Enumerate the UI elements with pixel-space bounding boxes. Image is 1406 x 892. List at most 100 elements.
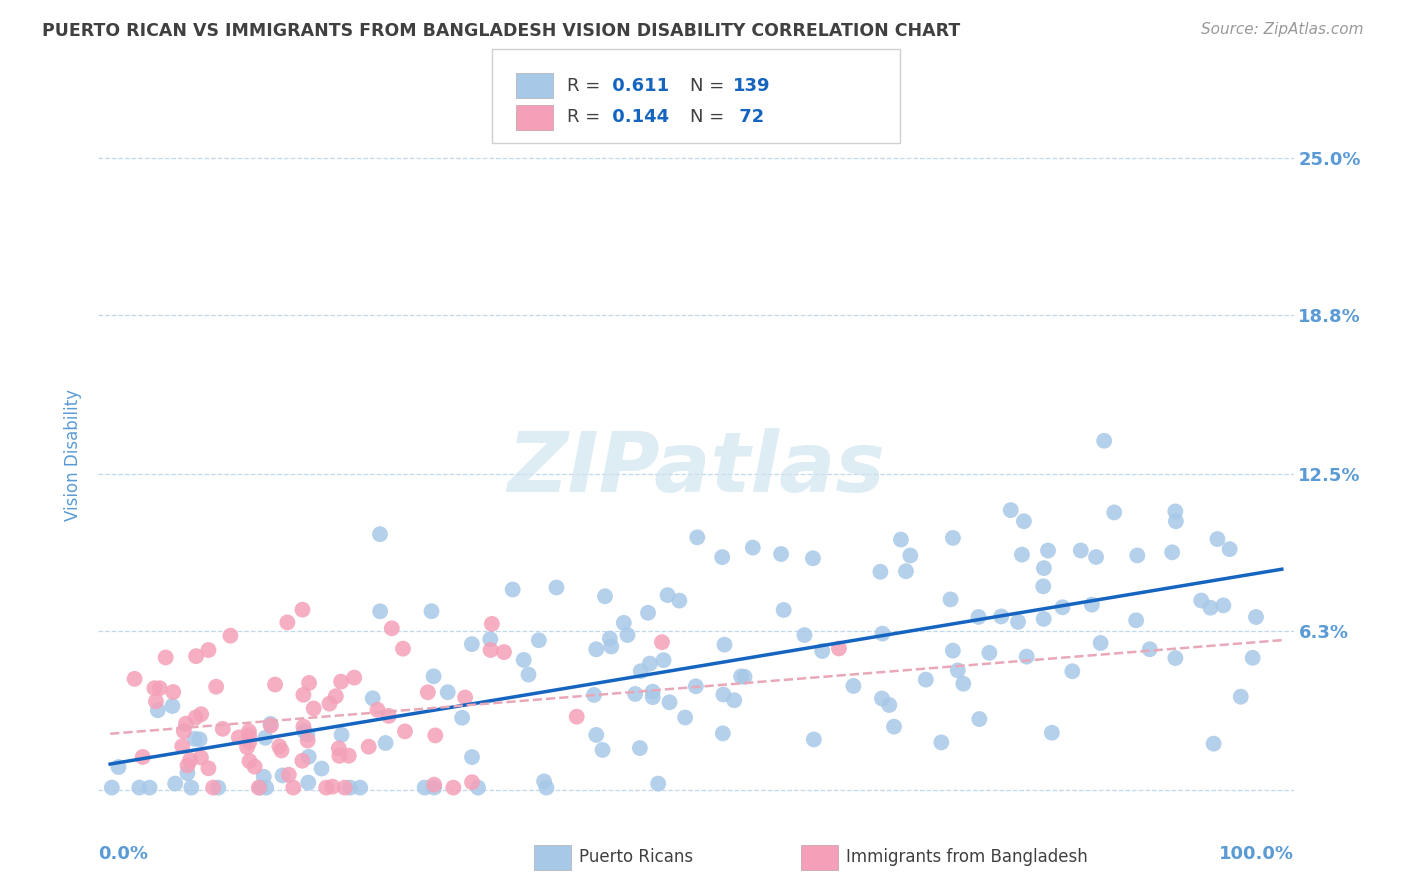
Point xyxy=(343,671,366,685)
Point xyxy=(269,739,291,754)
Point xyxy=(673,710,696,724)
Point xyxy=(630,665,652,679)
Point xyxy=(416,685,439,699)
Point xyxy=(668,593,690,607)
Point xyxy=(1189,593,1212,607)
Text: Source: ZipAtlas.com: Source: ZipAtlas.com xyxy=(1201,22,1364,37)
Point xyxy=(600,640,623,654)
Point xyxy=(422,669,444,683)
Point xyxy=(628,741,651,756)
Point xyxy=(616,628,638,642)
Point xyxy=(297,727,319,741)
Point xyxy=(1052,600,1074,615)
Point xyxy=(461,775,484,789)
Point xyxy=(176,766,198,780)
Point xyxy=(929,735,952,749)
Point xyxy=(641,690,664,705)
Point xyxy=(990,609,1012,624)
Point xyxy=(1244,610,1267,624)
Point xyxy=(536,780,558,795)
Point xyxy=(1032,612,1054,626)
Point xyxy=(271,768,294,782)
Point xyxy=(259,717,281,731)
Point xyxy=(641,684,664,698)
Point xyxy=(183,731,205,746)
Point xyxy=(276,615,298,630)
Point xyxy=(333,780,356,795)
Point xyxy=(613,615,636,630)
Point xyxy=(939,592,962,607)
Point xyxy=(942,643,965,657)
Point xyxy=(202,780,225,795)
Point xyxy=(502,582,524,597)
Point xyxy=(713,688,735,702)
Point xyxy=(131,750,153,764)
Point xyxy=(1206,532,1229,546)
Point xyxy=(1007,615,1029,629)
Point xyxy=(302,701,325,715)
Point xyxy=(1012,514,1035,528)
Point xyxy=(914,673,936,687)
Point xyxy=(174,716,197,731)
Point xyxy=(713,638,735,652)
Point xyxy=(328,741,350,756)
Point xyxy=(890,533,912,547)
Point xyxy=(898,549,921,563)
Point xyxy=(253,770,276,784)
Point xyxy=(292,724,315,739)
Point xyxy=(686,530,709,544)
Point xyxy=(298,676,321,690)
Point xyxy=(124,672,146,686)
Text: 100.0%: 100.0% xyxy=(1219,845,1294,863)
Point xyxy=(651,635,673,649)
Point xyxy=(173,724,195,739)
Text: N =: N = xyxy=(690,108,730,126)
Point xyxy=(585,728,607,742)
Point xyxy=(297,775,319,789)
Point xyxy=(1199,600,1222,615)
Point xyxy=(872,626,894,640)
Point xyxy=(479,632,502,647)
Point xyxy=(828,641,851,656)
Point xyxy=(441,780,464,795)
Point xyxy=(969,712,991,726)
Point xyxy=(723,693,745,707)
Point xyxy=(565,709,588,723)
Point xyxy=(180,780,202,795)
Point xyxy=(238,729,260,743)
Point xyxy=(517,667,540,681)
Point xyxy=(392,641,415,656)
Point xyxy=(315,780,337,795)
Point xyxy=(461,637,484,651)
Point xyxy=(1241,650,1264,665)
Point xyxy=(734,670,756,684)
Point xyxy=(162,699,184,714)
Point xyxy=(413,780,436,795)
Point xyxy=(1036,543,1059,558)
Text: PUERTO RICAN VS IMMIGRANTS FROM BANGLADESH VISION DISABILITY CORRELATION CHART: PUERTO RICAN VS IMMIGRANTS FROM BANGLADE… xyxy=(42,22,960,40)
Point xyxy=(146,703,169,717)
Point xyxy=(236,740,259,755)
Point xyxy=(1212,599,1234,613)
Point xyxy=(741,541,763,555)
Point xyxy=(1040,725,1063,739)
Point xyxy=(378,709,401,723)
Point xyxy=(264,677,287,691)
Point xyxy=(238,724,260,739)
Point xyxy=(1000,503,1022,517)
Text: ZIPatlas: ZIPatlas xyxy=(508,428,884,509)
Point xyxy=(270,743,292,757)
Point xyxy=(585,642,607,657)
Point xyxy=(283,780,305,795)
Point xyxy=(638,657,661,671)
Point xyxy=(374,736,396,750)
Point xyxy=(772,603,794,617)
Point xyxy=(197,643,219,657)
Text: Puerto Ricans: Puerto Ricans xyxy=(579,848,693,866)
Point xyxy=(711,726,734,740)
Text: 0.0%: 0.0% xyxy=(98,845,149,863)
Point xyxy=(1062,665,1084,679)
Point xyxy=(894,564,917,578)
Point xyxy=(624,687,647,701)
Point xyxy=(454,690,477,705)
